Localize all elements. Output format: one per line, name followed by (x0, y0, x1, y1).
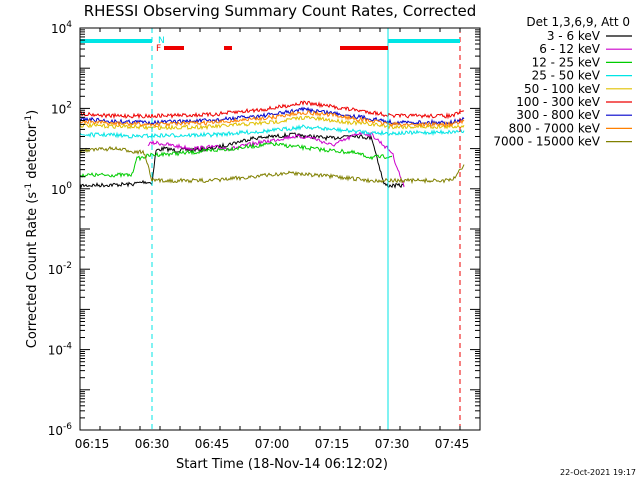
x-tick-label-0: 06:15 (75, 437, 110, 451)
series-line-7 (79, 110, 465, 129)
y-axis: 104 102 100 10-2 10-4 10-6 (48, 20, 480, 438)
x-tick-label-4: 07:15 (315, 437, 350, 451)
y-tick-label-2: 100 (51, 181, 72, 197)
x-tick-label-2: 06:45 (195, 437, 230, 451)
y-tick-label-3: 10-2 (48, 261, 72, 277)
state-bar-0-0 (80, 39, 152, 43)
series-line-6 (79, 106, 465, 126)
state-bar-1-0 (164, 46, 184, 50)
y-tick-label-4: 10-4 (48, 342, 73, 358)
y-tick-label-1: 102 (51, 100, 72, 116)
x-axis: 06:15 06:30 06:45 07:00 07:15 07:30 07:45 (75, 28, 481, 451)
series-line-2 (79, 141, 393, 179)
x-axis-label: Start Time (18-Nov-14 06:12:02) (176, 457, 388, 472)
series-line-0 (79, 131, 405, 189)
legend-label-7: 800 - 7000 keV (509, 121, 601, 135)
x-tick-label-6: 07:45 (435, 437, 470, 451)
x-tick-label-5: 07:30 (375, 437, 410, 451)
legend-label-3: 25 - 50 keV (532, 69, 601, 83)
y-axis-label: Corrected Count Rate (s-1 detector-1) (24, 110, 40, 348)
y-tick-label-5: 10-6 (48, 422, 73, 438)
state-bar-label-0: N (158, 36, 165, 46)
legend-label-2: 12 - 25 keV (532, 55, 601, 69)
state-bars-layer: NF (80, 36, 460, 54)
chart-title: RHESSI Observing Summary Count Rates, Co… (84, 2, 477, 20)
series-layer (79, 100, 465, 189)
state-bar-0-1 (388, 39, 460, 43)
legend-title: Det 1,3,6,9, Att 0 (526, 15, 630, 29)
y-tick-label-0: 104 (51, 20, 72, 36)
legend-label-4: 50 - 100 keV (524, 82, 601, 96)
series-line-4 (79, 115, 465, 131)
legend-label-5: 100 - 300 keV (516, 95, 600, 109)
legend-label-8: 7000 - 15000 keV (493, 135, 600, 149)
legend-label-6: 300 - 800 keV (516, 108, 600, 122)
x-tick-label-1: 06:30 (135, 437, 170, 451)
state-bar-1-1 (224, 46, 232, 50)
footer-timestamp: 22-Oct-2021 19:17 (560, 468, 636, 477)
legend-label-0: 3 - 6 keV (547, 29, 601, 43)
legend-label-1: 6 - 12 keV (539, 42, 601, 56)
state-bar-1-2 (340, 46, 388, 50)
series-line-3 (79, 124, 465, 139)
series-line-1 (147, 130, 405, 188)
series-line-8 (79, 145, 465, 185)
state-bar-label-1: F (156, 44, 161, 54)
x-tick-label-3: 07:00 (255, 437, 290, 451)
series-line-5 (79, 100, 465, 120)
